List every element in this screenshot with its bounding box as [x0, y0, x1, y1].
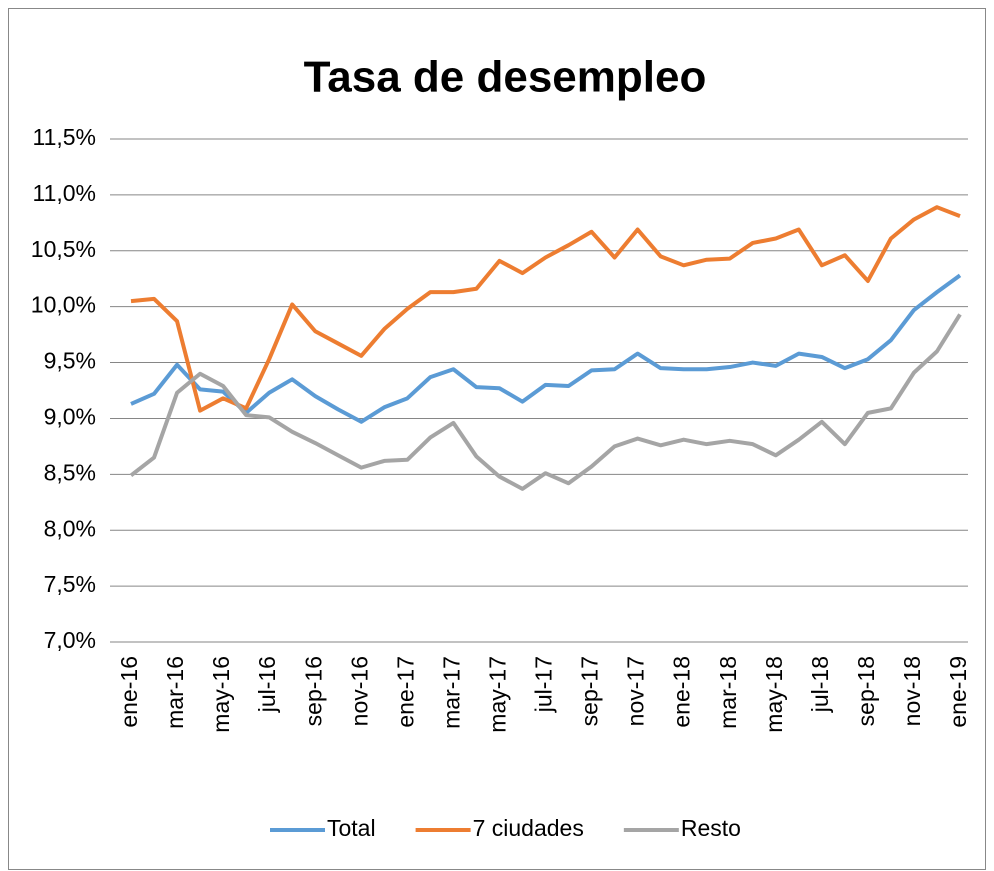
data-line: [130, 273, 962, 424]
legend-label: Resto: [681, 815, 741, 841]
x-tick-label: nov-18: [899, 656, 925, 726]
legend-label: Total: [327, 815, 376, 841]
x-tick-label: mar-18: [715, 656, 741, 729]
x-tick-label: jul-18: [807, 656, 833, 713]
y-tick-label: 8,0%: [44, 515, 96, 541]
x-tick-label: may-16: [208, 656, 234, 733]
x-tick-label: nov-16: [346, 656, 372, 726]
y-tick-label: 11,0%: [32, 180, 96, 206]
y-tick-label: 7,5%: [44, 571, 96, 597]
data-line: [130, 205, 961, 413]
x-tick-label: jul-17: [531, 656, 557, 713]
y-tick-label: 11,5%: [32, 124, 96, 150]
y-tick-label: 9,5%: [44, 348, 96, 374]
x-tick-label: ene-18: [669, 656, 695, 728]
chart-title: Tasa de desempleo: [304, 53, 707, 102]
x-tick-label: mar-16: [162, 656, 188, 729]
y-tick-label: 10,5%: [31, 236, 96, 262]
x-tick-label: sep-16: [300, 656, 326, 726]
x-tick-label: ene-16: [116, 656, 142, 728]
x-tick-label: may-18: [761, 656, 787, 733]
x-tick-label: sep-18: [853, 656, 879, 726]
data-line: [129, 313, 962, 491]
x-tick-label: ene-17: [392, 656, 418, 728]
x-tick-label: sep-17: [577, 656, 603, 726]
x-tick-label: jul-16: [254, 656, 280, 713]
y-tick-label: 9,0%: [44, 404, 96, 430]
y-tick-label: 8,5%: [44, 459, 96, 485]
legend-label: 7 ciudades: [473, 815, 584, 841]
x-tick-label: mar-17: [438, 656, 464, 729]
y-tick-label: 10,0%: [31, 292, 96, 318]
chart-border: [8, 8, 986, 870]
legend: Total 7 ciudades Resto: [270, 815, 741, 841]
y-tick-label: 7,0%: [44, 627, 96, 653]
x-tick-label: may-17: [485, 656, 511, 733]
x-tick-label: ene-19: [945, 656, 971, 728]
x-tick-label: nov-17: [623, 656, 649, 726]
